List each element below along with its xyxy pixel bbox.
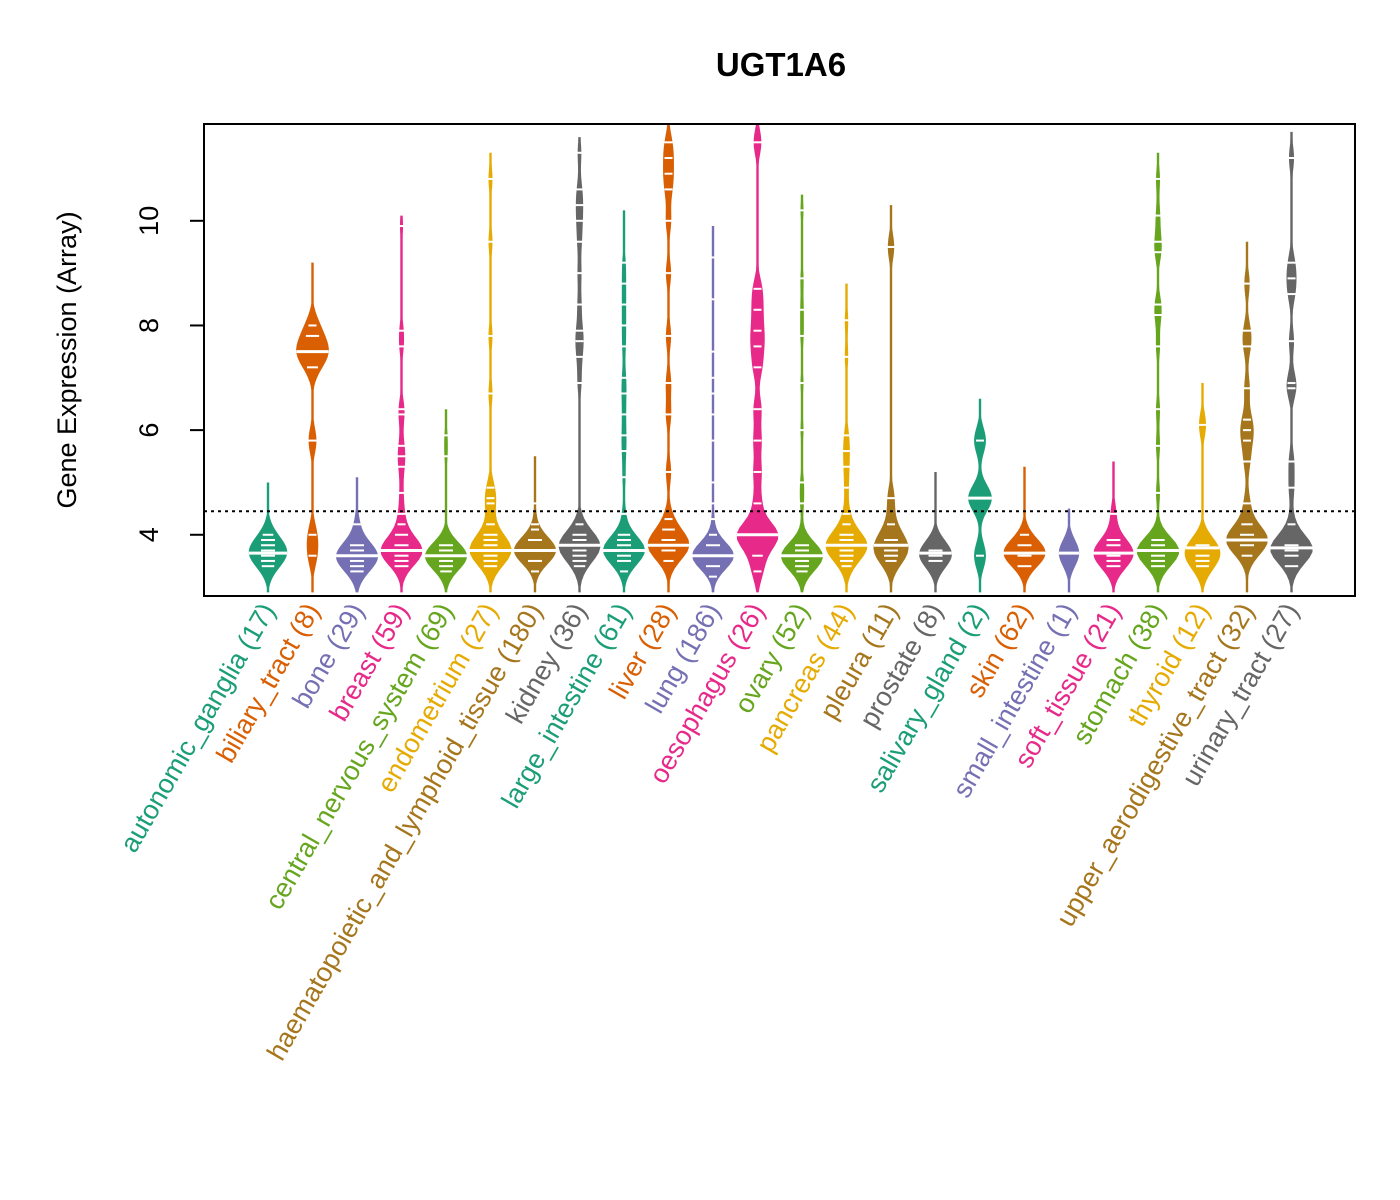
violin-small-intestine: [1058, 508, 1080, 593]
violin-body: [336, 477, 378, 593]
violin-body: [825, 283, 868, 593]
violin-skin: [1003, 466, 1046, 593]
violin-oesophagus: [736, 124, 779, 593]
y-tick-label: 10: [134, 206, 164, 236]
violin-body: [1226, 241, 1268, 593]
violin-soft-tissue: [1093, 461, 1134, 593]
violin-urinary-tract: [1270, 131, 1313, 593]
violin-body: [558, 137, 601, 593]
violin-pancreas: [825, 283, 868, 593]
violin-upper-aerodigestive-tract: [1226, 241, 1268, 593]
y-tick-label: 6: [134, 423, 164, 438]
plot-frame: [203, 123, 1356, 597]
violin-body: [248, 482, 288, 593]
violin-pleura: [873, 205, 909, 593]
violin-body: [1093, 461, 1134, 593]
violin-body: [1184, 383, 1221, 593]
violin-large-intestine: [603, 210, 645, 593]
violin-body: [1003, 466, 1046, 593]
violin-autonomic-ganglia: [248, 482, 288, 593]
violin-bone: [336, 477, 378, 593]
violin-body: [873, 205, 909, 593]
violin-kidney: [558, 137, 601, 593]
y-axis: 4 6 8 10: [134, 206, 204, 542]
violin-haematopoietic-and-lymphoid-tissue: [514, 456, 556, 593]
violin-thyroid: [1184, 383, 1221, 593]
violin-body: [1058, 508, 1080, 593]
violin-body: [692, 226, 734, 593]
y-tick-label: 8: [134, 318, 164, 333]
violin-central-nervous-system: [425, 409, 467, 593]
x-axis-labels: autonomic_ganglia (17)biliary_tract (8)b…: [114, 598, 1305, 1065]
violin-body: [380, 215, 423, 593]
y-axis-label: Gene Expression (Array): [52, 211, 82, 508]
violin-liver: [647, 124, 690, 593]
violin-body: [1137, 152, 1179, 593]
violin-breast: [380, 215, 423, 593]
violin-body: [781, 194, 823, 593]
violin-body: [919, 471, 952, 593]
violin-body: [469, 152, 512, 593]
chart-title: UGT1A6: [716, 46, 846, 83]
violin-stomach: [1137, 152, 1179, 593]
violin-endometrium: [469, 152, 512, 593]
violin-body: [425, 409, 467, 593]
violin-body: [736, 124, 779, 593]
violin-lung: [692, 162, 734, 593]
y-tick-label: 4: [134, 527, 164, 542]
violin-salivary-gland: [968, 398, 992, 593]
violin-ovary: [781, 194, 823, 593]
violin-body: [968, 398, 992, 593]
violin-body: [603, 210, 645, 593]
violins-layer: [248, 124, 1313, 593]
violin-body: [296, 262, 329, 593]
violin-prostate: [919, 471, 952, 593]
violin-body: [1270, 131, 1313, 593]
violin-biliary-tract: [296, 262, 329, 593]
violin-body: [647, 124, 690, 593]
